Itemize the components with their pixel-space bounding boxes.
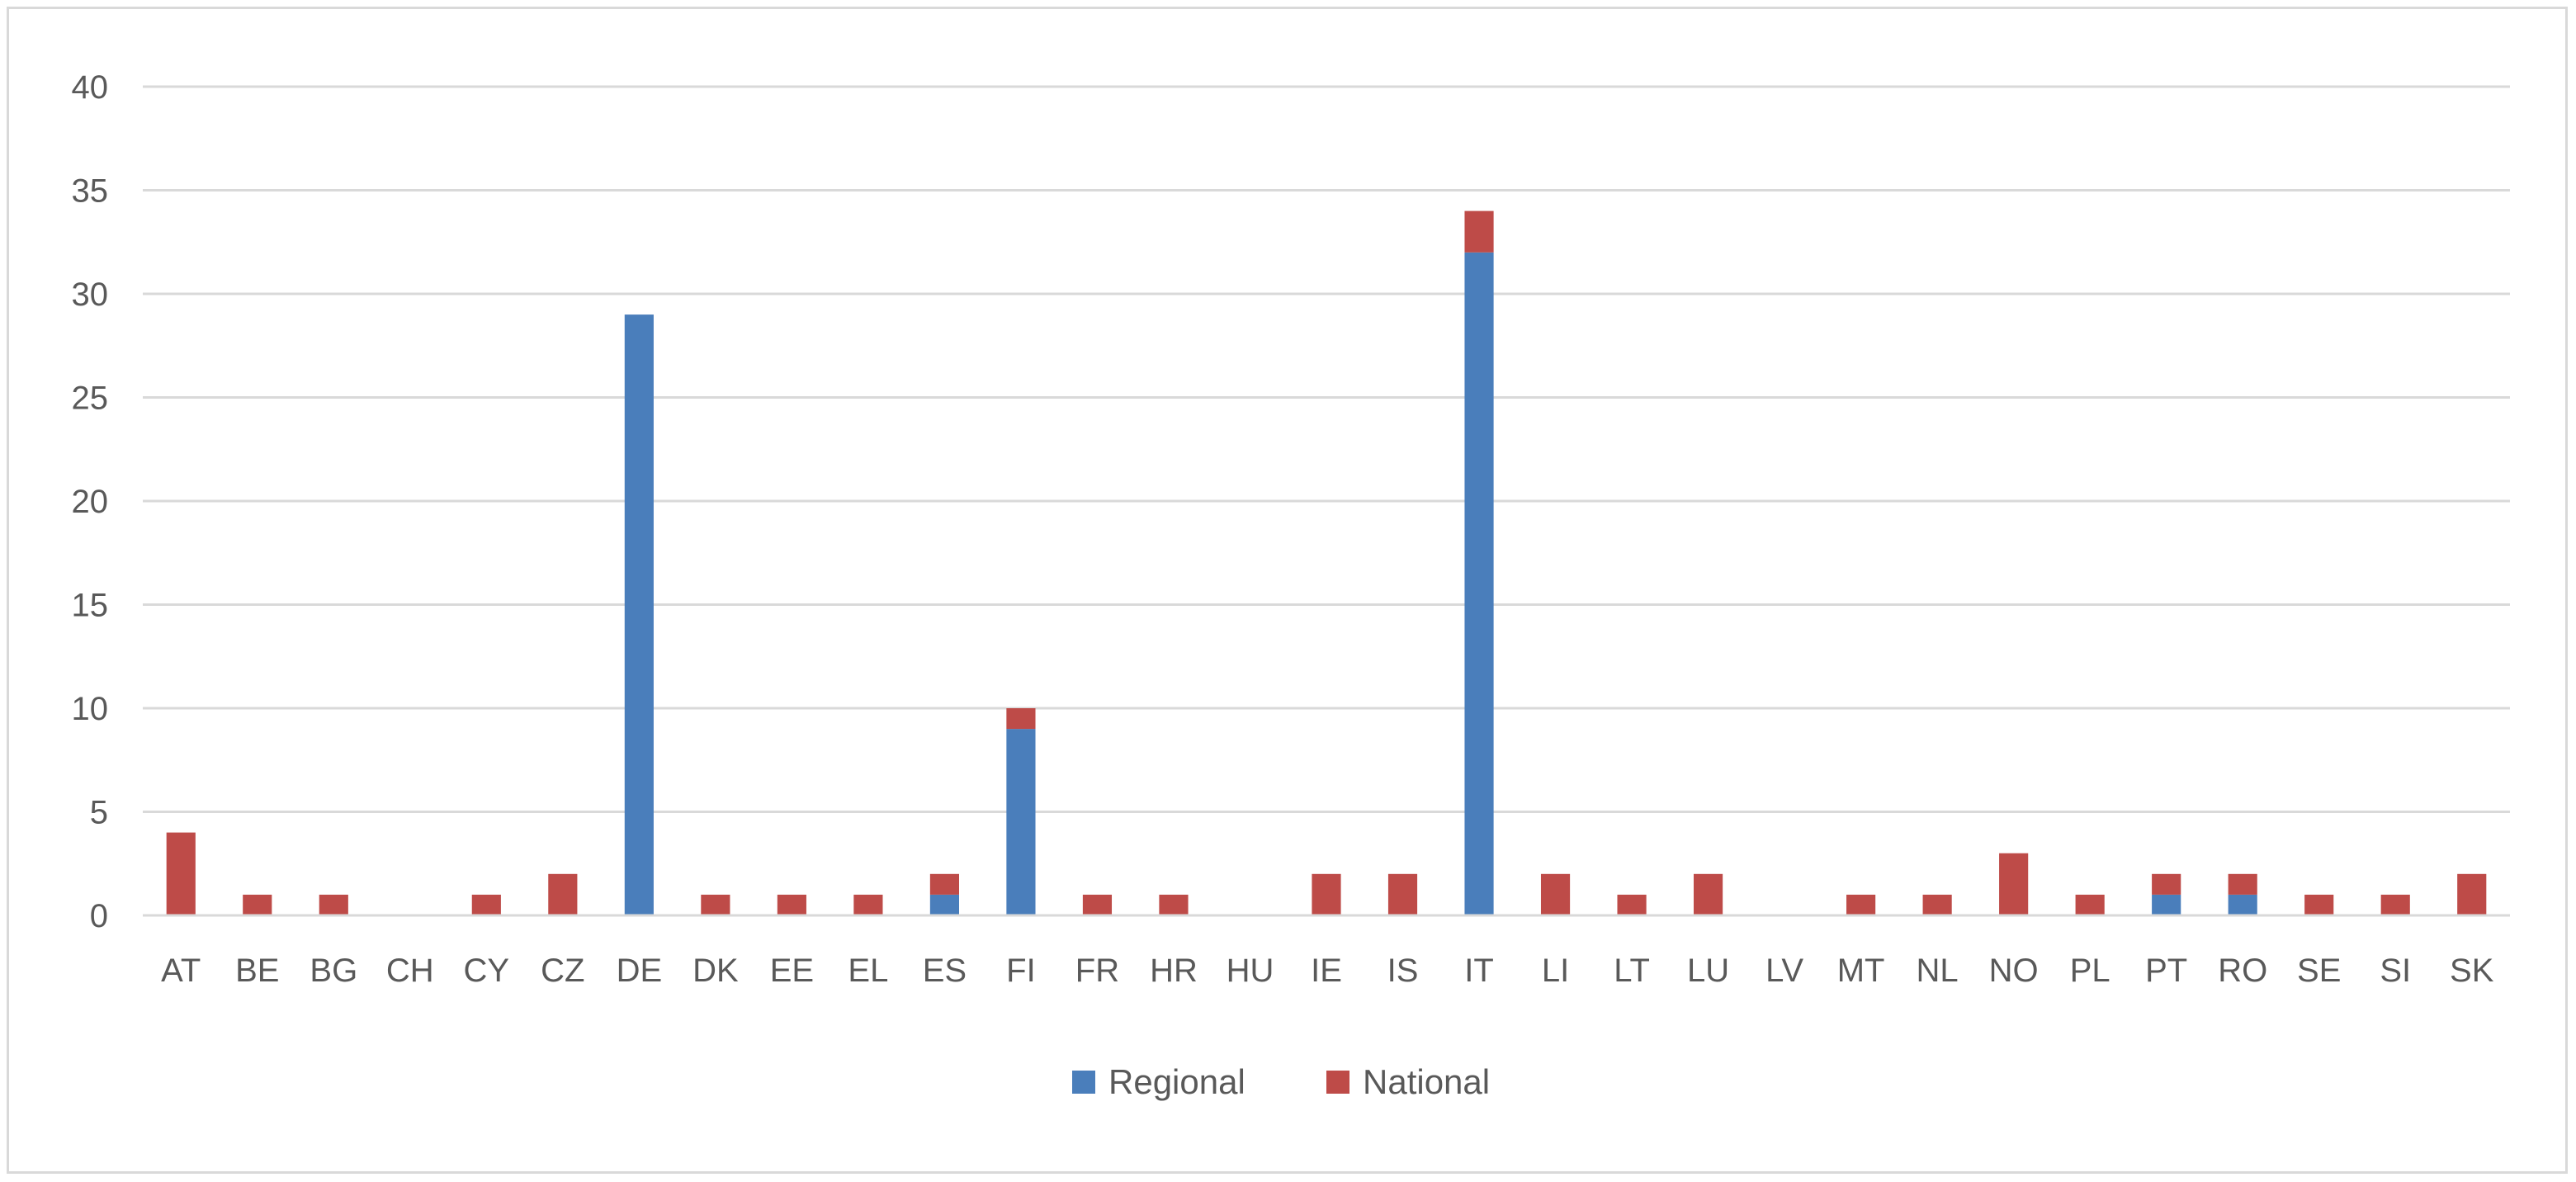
x-tick-label: NL bbox=[1917, 953, 1959, 989]
x-tick-label: FI bbox=[1006, 953, 1036, 989]
y-tick-label: 30 bbox=[72, 277, 109, 313]
bar-national-es bbox=[929, 873, 959, 895]
stacked-bar-chart: 0 5 10 15 20 25 30 35 40 AT BE BG CH CY CZ DE DK EE EL ES F… bbox=[72, 69, 2510, 1101]
bar-regional-fi bbox=[1006, 729, 1036, 915]
bar-national-pt bbox=[2152, 873, 2181, 895]
x-tick-label: EL bbox=[848, 953, 888, 989]
y-tick-label: 5 bbox=[90, 795, 108, 831]
x-tick-label: RO bbox=[2218, 953, 2267, 989]
x-tick-label: MT bbox=[1837, 953, 1885, 989]
bar-national-sk bbox=[2457, 873, 2487, 915]
gridlines bbox=[143, 85, 2510, 813]
bar-national-dk bbox=[701, 894, 730, 915]
x-tick-label: IT bbox=[1464, 953, 1494, 989]
bar-national-lu bbox=[1694, 873, 1723, 915]
x-tick-label: AT bbox=[161, 953, 201, 989]
x-axis-ticks: AT BE BG CH CY CZ DE DK EE EL ES FI FR HR HU IE IS IT LI LT… bbox=[161, 953, 2494, 989]
x-tick-label: HU bbox=[1227, 953, 1274, 989]
bar-national-si bbox=[2380, 894, 2410, 915]
bar-national-cy bbox=[471, 894, 501, 915]
bar-regional-ro bbox=[2228, 894, 2257, 915]
bar-national-nl bbox=[1922, 894, 1952, 915]
legend-label-national: National bbox=[1363, 1062, 1490, 1101]
bar-national-fi bbox=[1006, 708, 1036, 730]
bar-regional-it bbox=[1464, 252, 1494, 915]
y-tick-label: 20 bbox=[72, 484, 109, 520]
x-tick-label: IS bbox=[1387, 953, 1419, 989]
bar-national-be bbox=[243, 894, 272, 915]
x-tick-label: PT bbox=[2145, 953, 2187, 989]
x-tick-label: ES bbox=[923, 953, 967, 989]
x-tick-label: DE bbox=[617, 953, 663, 989]
x-tick-label: LV bbox=[1765, 953, 1803, 989]
bar-regional-es bbox=[929, 894, 959, 915]
bar-national-ie bbox=[1312, 873, 1341, 915]
bar-national-cz bbox=[548, 873, 578, 915]
x-tick-label: NO bbox=[1989, 953, 2039, 989]
y-tick-label: 35 bbox=[72, 173, 109, 210]
legend-swatch-national bbox=[1326, 1071, 1349, 1094]
x-tick-label: BE bbox=[235, 953, 279, 989]
legend-swatch-regional bbox=[1072, 1071, 1095, 1094]
x-tick-label: FR bbox=[1075, 953, 1119, 989]
y-tick-label: 40 bbox=[72, 69, 109, 106]
bar-national-fr bbox=[1082, 894, 1113, 915]
bar-national-ro bbox=[2228, 873, 2257, 895]
x-tick-label: PL bbox=[2070, 953, 2110, 989]
x-tick-label: EE bbox=[770, 953, 814, 989]
bar-national-se bbox=[2304, 894, 2334, 915]
x-tick-label: SK bbox=[2450, 953, 2494, 989]
bar-national-bg bbox=[319, 894, 348, 915]
bar-national-li bbox=[1540, 873, 1571, 915]
chart-frame: 0 5 10 15 20 25 30 35 40 AT BE BG CH CY CZ DE DK EE EL ES F… bbox=[7, 7, 2568, 1174]
y-tick-label: 15 bbox=[72, 588, 109, 624]
bar-national-mt bbox=[1846, 894, 1876, 915]
bar-national-is bbox=[1387, 873, 1418, 915]
legend: Regional National bbox=[1072, 1062, 1490, 1101]
x-tick-label: BG bbox=[310, 953, 357, 989]
bar-regional-pt bbox=[2152, 894, 2181, 915]
bar-national-hr bbox=[1159, 894, 1189, 915]
x-tick-label: CH bbox=[386, 953, 434, 989]
x-tick-label: IE bbox=[1311, 953, 1342, 989]
bar-regional-de bbox=[624, 314, 654, 916]
bar-national-ee bbox=[777, 894, 806, 915]
x-tick-label: LU bbox=[1687, 953, 1729, 989]
bars bbox=[166, 210, 2487, 916]
bar-national-lt bbox=[1617, 894, 1647, 915]
y-tick-label: 10 bbox=[72, 691, 109, 727]
legend-label-regional: Regional bbox=[1108, 1062, 1245, 1101]
y-tick-label: 0 bbox=[90, 898, 108, 934]
x-tick-label: LI bbox=[1542, 953, 1569, 989]
bar-national-no bbox=[1999, 853, 2029, 915]
bar-national-el bbox=[853, 894, 883, 915]
x-tick-label: SI bbox=[2380, 953, 2411, 989]
x-tick-label: DK bbox=[692, 953, 739, 989]
x-tick-label: SE bbox=[2297, 953, 2341, 989]
x-tick-label: CY bbox=[464, 953, 510, 989]
x-tick-label: HR bbox=[1150, 953, 1198, 989]
bar-national-pl bbox=[2075, 894, 2105, 915]
y-axis-ticks: 0 5 10 15 20 25 30 35 40 bbox=[72, 69, 109, 934]
x-tick-label: LT bbox=[1614, 953, 1650, 989]
bar-national-it bbox=[1464, 210, 1494, 253]
bar-national-at bbox=[166, 832, 196, 915]
x-tick-label: CZ bbox=[541, 953, 584, 989]
y-tick-label: 25 bbox=[72, 381, 109, 417]
